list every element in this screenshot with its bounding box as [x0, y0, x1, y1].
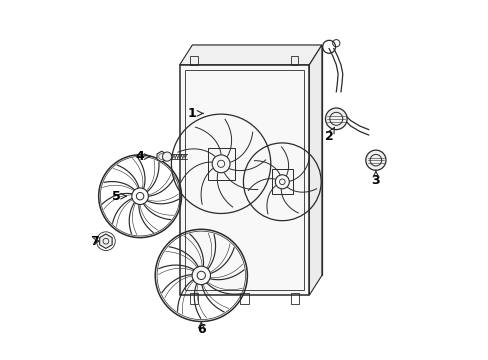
- Polygon shape: [309, 45, 321, 295]
- Bar: [190, 56, 197, 65]
- Bar: [207, 148, 234, 180]
- Circle shape: [325, 108, 346, 130]
- Polygon shape: [100, 234, 112, 248]
- Text: 7: 7: [90, 235, 99, 248]
- Text: 6: 6: [197, 323, 205, 336]
- Circle shape: [162, 152, 171, 161]
- Text: 2: 2: [324, 130, 333, 143]
- Circle shape: [365, 150, 385, 170]
- Text: 5: 5: [112, 190, 121, 203]
- Bar: [290, 293, 299, 304]
- Text: 1: 1: [187, 107, 196, 120]
- Polygon shape: [157, 151, 166, 162]
- Text: 3: 3: [371, 174, 380, 186]
- Bar: [189, 293, 198, 304]
- Polygon shape: [179, 45, 321, 65]
- Polygon shape: [179, 65, 309, 295]
- Text: 4: 4: [136, 150, 144, 163]
- Bar: [271, 169, 292, 194]
- Bar: [291, 56, 298, 65]
- Bar: [240, 293, 248, 304]
